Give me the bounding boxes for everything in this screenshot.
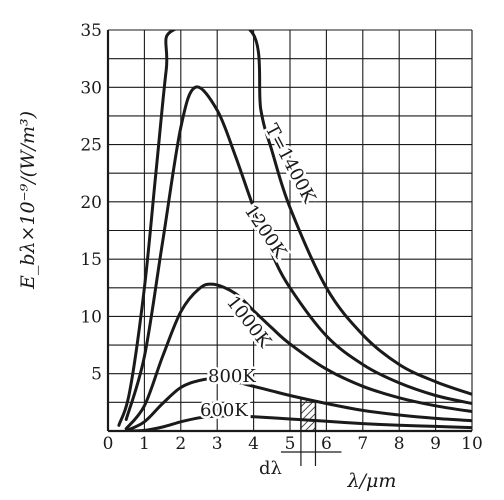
y-tick-label: 10 [80, 307, 102, 327]
y-tick-label: 15 [80, 250, 102, 270]
y-tick-label: 25 [80, 136, 102, 156]
curves [117, 30, 472, 431]
y-axis-title: E_bλ×10⁻⁹/(W/m³) [17, 111, 39, 290]
y-tick-label: 35 [80, 21, 102, 41]
y-tick-label: 20 [80, 193, 102, 213]
y-tick-label: 5 [91, 365, 102, 385]
x-tick-label: 5 [285, 434, 296, 454]
x-tick-label: 1 [139, 434, 150, 454]
d-lambda-label: dλ [259, 458, 282, 479]
x-tick-label: 4 [248, 434, 259, 454]
curve-600k [124, 414, 472, 431]
x-tick-labels: 0 1 2 3 4 5 6 7 8 9 10 [103, 434, 483, 454]
curve-1000k [124, 282, 472, 431]
x-tick-label: 7 [357, 434, 368, 454]
label-1200k: 1200K [240, 201, 291, 262]
x-tick-label: 9 [430, 434, 441, 454]
x-tick-label: 6 [321, 434, 332, 454]
y-tick-label: 30 [80, 78, 102, 98]
d-lambda-area [280, 396, 342, 466]
d-lambda-hatch [300, 396, 317, 432]
curve-1200k [124, 85, 472, 421]
axes [106, 30, 472, 433]
x-tick-label: 8 [394, 434, 405, 454]
x-tick-label: 3 [212, 434, 223, 454]
y-tick-labels: 5 10 15 20 25 30 35 [80, 21, 102, 385]
label-800k: 800K [208, 366, 256, 387]
curve-1400k [117, 30, 472, 427]
x-axis-title: λ/μm [347, 470, 397, 492]
x-tick-label: 2 [175, 434, 186, 454]
curve-800k [124, 376, 472, 431]
label-600k: 600K [200, 400, 248, 421]
x-tick-label: 10 [461, 434, 483, 454]
x-tick-label: 0 [103, 434, 114, 454]
